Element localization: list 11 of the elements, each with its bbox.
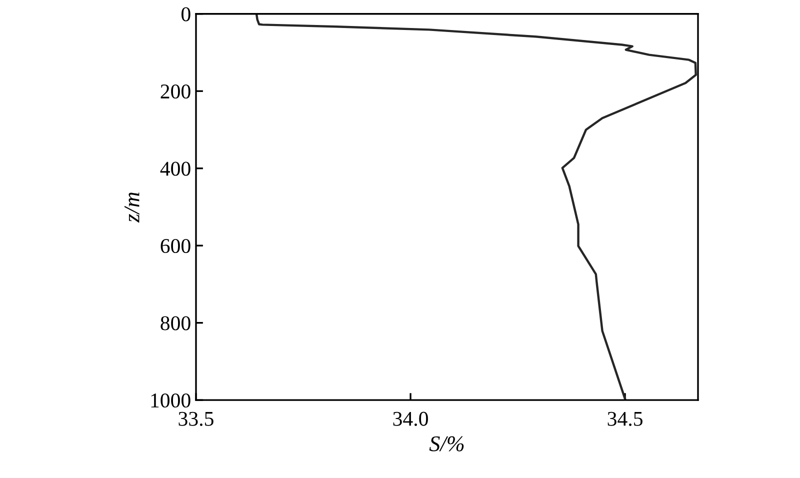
y-tick-label: 800 bbox=[160, 316, 190, 330]
y-tick-label: 0 bbox=[182, 7, 190, 22]
y-axis-title: z/m bbox=[124, 192, 140, 223]
y-tick-label: 600 bbox=[160, 238, 190, 254]
x-tick-label: 34.5 bbox=[608, 412, 642, 426]
x-tick-label: 33.5 bbox=[178, 412, 214, 426]
y-tick-label: 400 bbox=[160, 162, 190, 176]
y-tick-label: 200 bbox=[160, 84, 190, 99]
x-axis-title: S/% bbox=[429, 436, 464, 452]
x-tick-label: 34.0 bbox=[393, 412, 428, 426]
y-tick-label: 1000 bbox=[151, 393, 190, 408]
